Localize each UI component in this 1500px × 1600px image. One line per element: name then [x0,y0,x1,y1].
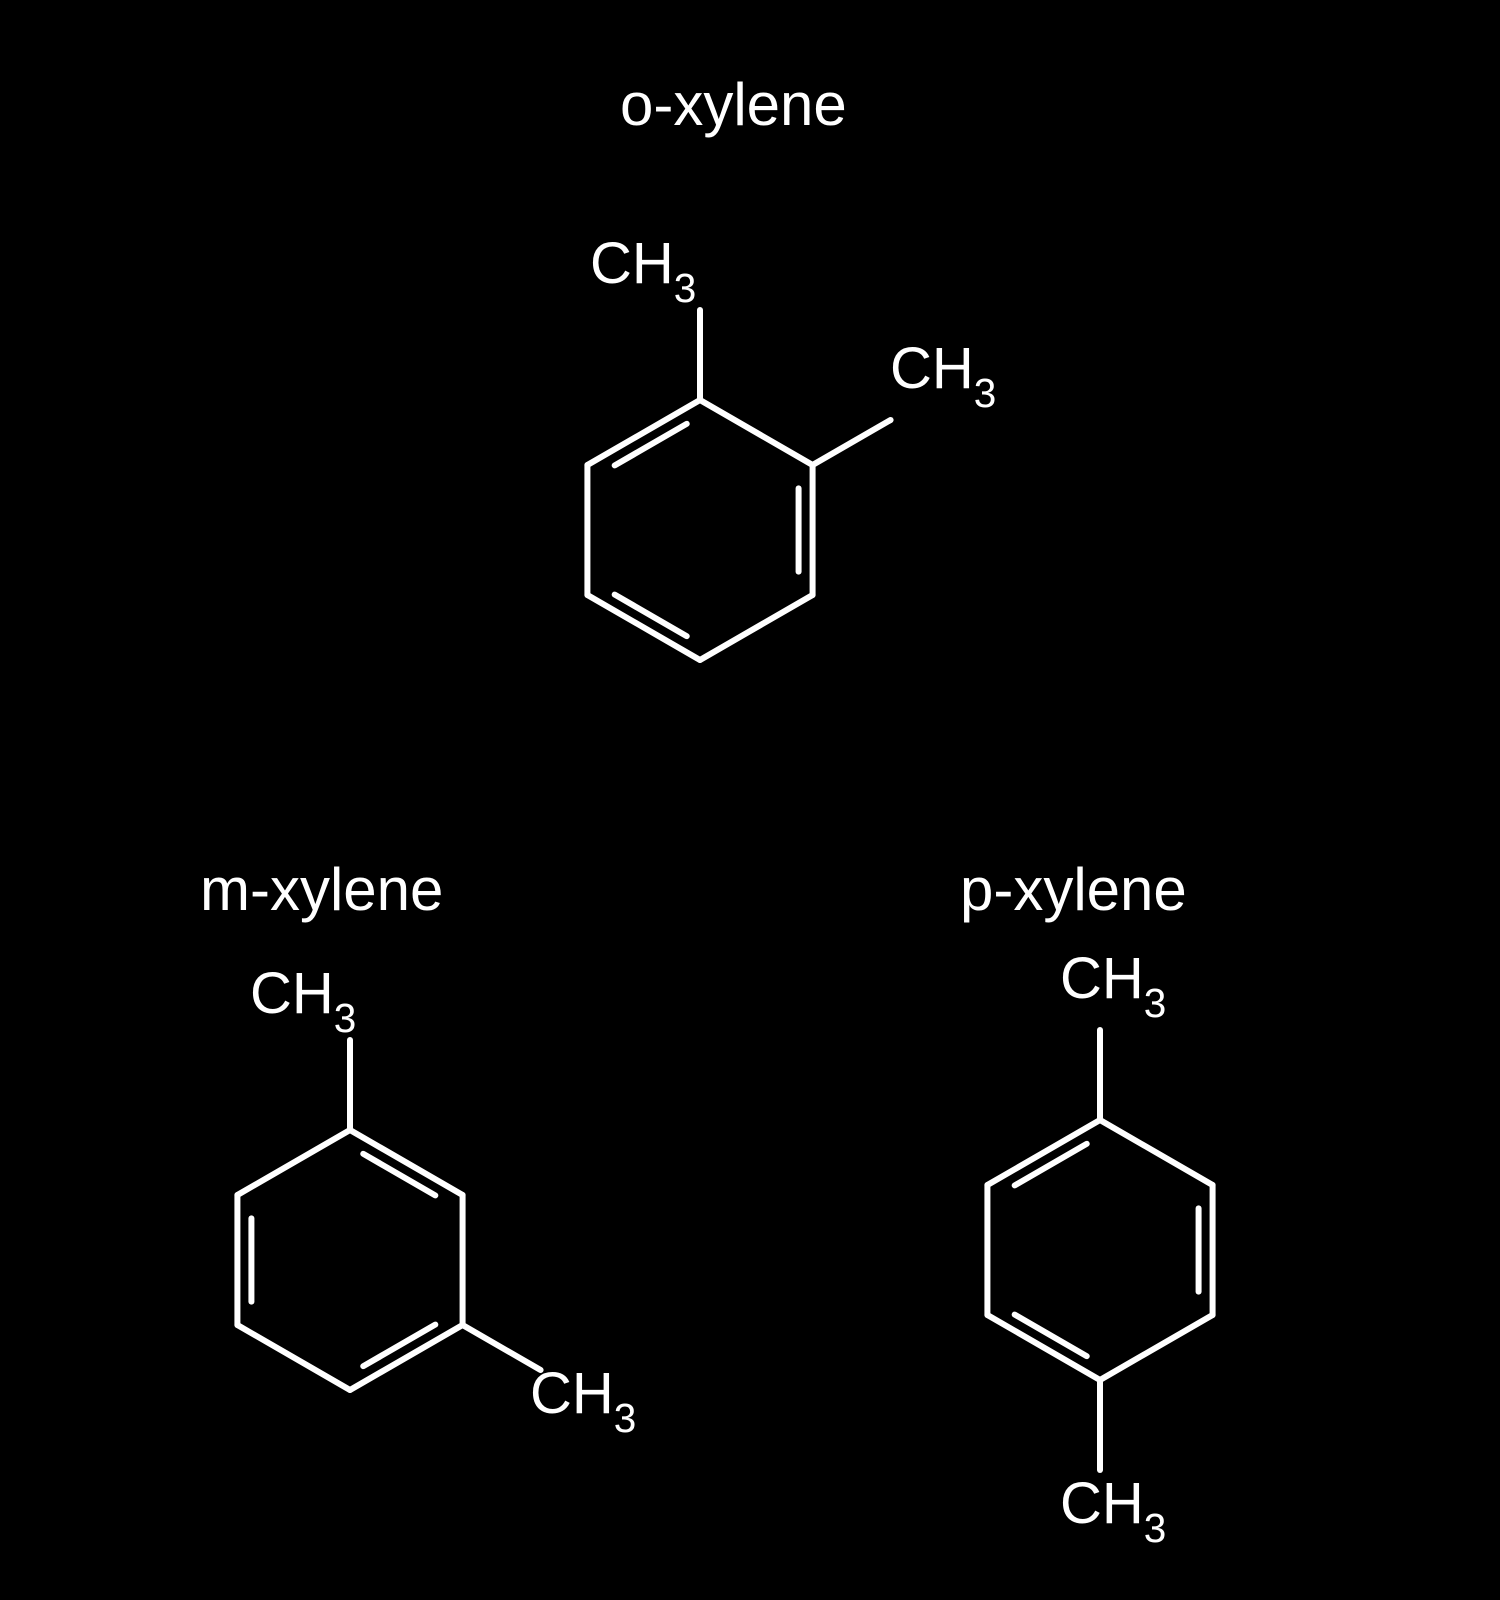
subscript: 3 [614,1395,637,1441]
subscript: 3 [334,995,357,1041]
subscript: 3 [1144,980,1167,1026]
ch-text: CH [1060,1471,1144,1536]
ch3-label: CH3 [890,335,996,411]
ch3-label: CH3 [250,960,356,1036]
ch-text: CH [890,336,974,401]
ch3-label: CH3 [590,230,696,306]
subscript: 3 [1144,1505,1167,1551]
subscript: 3 [974,370,997,416]
ch3-label: CH3 [1060,945,1166,1021]
ch-text: CH [590,231,674,296]
ch-text: CH [530,1361,614,1426]
ch3-label: CH3 [1060,1470,1166,1546]
ch3-label: CH3 [530,1360,636,1436]
molecule-diagram-canvas [0,0,1500,1600]
ch-text: CH [1060,946,1144,1011]
subscript: 3 [674,265,697,311]
ch-text: CH [250,961,334,1026]
